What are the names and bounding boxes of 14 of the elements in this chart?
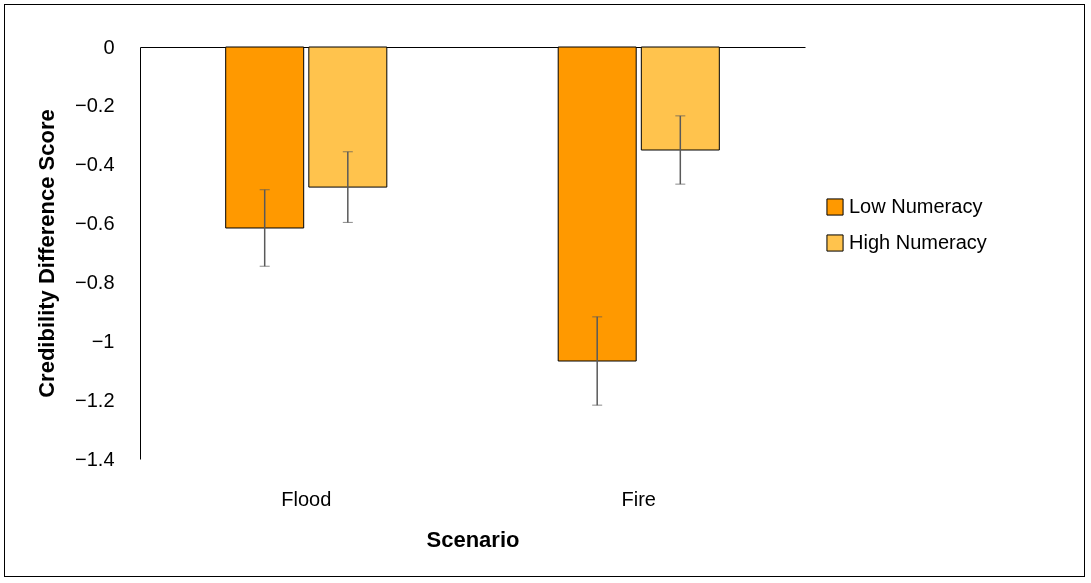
y-tick-label: −0.8 <box>75 270 115 293</box>
y-tick-label: 0 <box>103 35 115 58</box>
y-axis-title: Credibility Difference Score <box>34 109 60 398</box>
y-tick-label: −1.4 <box>75 447 115 470</box>
y-tick-label: −0.6 <box>75 212 115 235</box>
legend-label: High Numeracy <box>849 231 987 253</box>
x-tick-label: Fire <box>621 487 656 510</box>
x-axis-title: Scenario <box>426 526 520 552</box>
x-tick-label: Flood <box>281 487 332 510</box>
y-tick-label: −0.2 <box>75 94 115 117</box>
legend-label: Low Numeracy <box>849 195 983 217</box>
y-tick-label: −1 <box>91 329 115 352</box>
y-tick-label: −0.4 <box>75 153 115 176</box>
y-tick-label: −1.2 <box>75 388 115 411</box>
